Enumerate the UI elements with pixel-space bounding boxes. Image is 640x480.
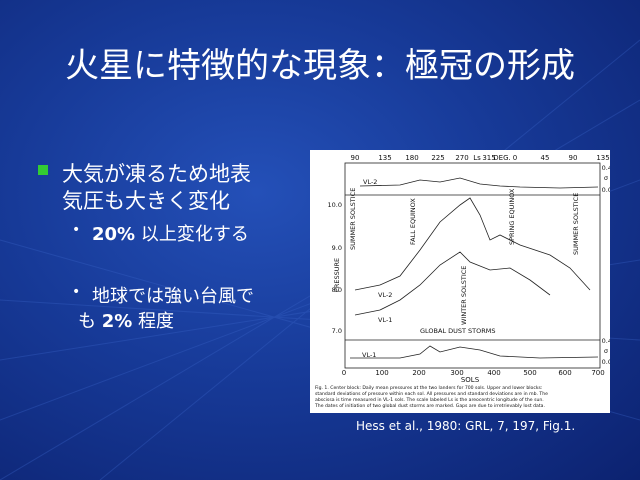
caption: abscissa is time measured in VL-1 sols. … xyxy=(315,397,544,403)
tick-label: 315 xyxy=(482,154,495,162)
annotation: GLOBAL DUST STORMS xyxy=(420,327,496,335)
tick-label: 500 xyxy=(523,369,536,377)
series-label: VL-2 xyxy=(363,178,377,186)
tick-label: 600 xyxy=(558,369,571,377)
tick-label: 0 xyxy=(513,154,517,162)
text: も xyxy=(78,311,102,332)
sub-bullet-dot: • xyxy=(72,222,81,238)
tick-label: 225 xyxy=(431,154,444,162)
sub-bullet-dot: • xyxy=(72,284,81,300)
tick-label: 45 xyxy=(541,154,550,162)
tick-label: 0.0 xyxy=(602,358,610,366)
tick-label: 0 xyxy=(342,369,346,377)
tick-label: 180 xyxy=(405,154,418,162)
slide-title: 火星に特徴的な現象：極冠の形成 xyxy=(65,46,575,86)
tick-label: 90 xyxy=(351,154,360,162)
tick-label: 0.4 xyxy=(602,164,610,172)
tick-label: 135 xyxy=(378,154,391,162)
sub-bullet-text: 20% 以上変化する xyxy=(92,220,249,246)
sub-bullet-text: も 2% 程度 xyxy=(78,307,174,333)
tick-label: 7.0 xyxy=(332,327,342,335)
series-label: VL-1 xyxy=(378,316,392,324)
tick-label: 300 xyxy=(450,369,463,377)
tick-label: 270 xyxy=(455,154,468,162)
bullet-text: 大気が凍るため地表 xyxy=(62,162,251,186)
tick-label: 0.4 xyxy=(602,337,610,345)
source: Hess et al., 1980: GRL, 7, 197, Fig.1. xyxy=(356,419,576,433)
bold-text: 2% xyxy=(101,311,133,332)
figure: 90 135 180 225 270 Ls 315 DEG. 0 45 90 1… xyxy=(310,150,610,413)
caption: Fig. 1. Center block: Daily mean pressur… xyxy=(315,385,543,391)
tick-label: σ xyxy=(604,174,608,182)
tick-label: Ls xyxy=(473,154,481,162)
annotation: SPRING EQUINOX xyxy=(508,188,516,245)
sub-bullet-text: 地球では強い台風で xyxy=(92,286,254,307)
text: 程度 xyxy=(132,311,175,332)
tick-label: 8.0 xyxy=(332,286,342,294)
annotation: SUMMER SOLSTICE xyxy=(349,188,357,250)
text: 以上変化する xyxy=(135,224,249,245)
tick-label: 400 xyxy=(487,369,500,377)
annotation: SUMMER SOLSTICE xyxy=(572,193,580,255)
tick-label: 0.0 xyxy=(602,186,610,194)
series-label: VL-2 xyxy=(378,291,392,299)
tick-label: σ xyxy=(604,347,608,355)
tick-label: 9.0 xyxy=(332,244,342,252)
bullet-text: 気圧も大きく変化 xyxy=(62,189,230,213)
annotation: WINTER SOLSTICE xyxy=(460,266,468,325)
axis-label: SOLS xyxy=(461,376,480,384)
caption: standard deviations of pressure within e… xyxy=(315,391,548,397)
axis-label: PRESSURE xyxy=(333,258,341,292)
tick-label: 10.0 xyxy=(328,201,342,209)
tick-label: DEG. xyxy=(493,154,510,162)
tick-label: 100 xyxy=(375,369,388,377)
tick-label: 135 xyxy=(596,154,609,162)
tick-label: 200 xyxy=(412,369,425,377)
tick-label: 90 xyxy=(569,154,578,162)
bullet-square xyxy=(38,165,48,175)
series-label: VL-1 xyxy=(362,351,376,359)
caption: The dates of initiation of two global du… xyxy=(314,403,545,409)
bold-text: 20% xyxy=(92,224,136,245)
annotation: FALL EQUINOX xyxy=(409,198,417,245)
tick-label: 700 xyxy=(591,369,604,377)
